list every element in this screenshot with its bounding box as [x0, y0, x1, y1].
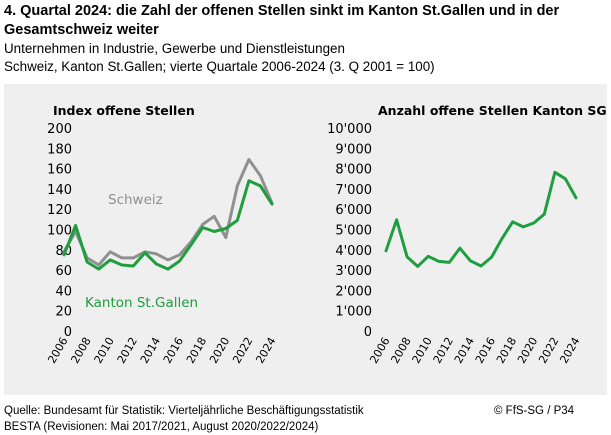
x-tick-label: 2014 [138, 335, 163, 366]
y-tick-label: 0 [64, 325, 72, 340]
chart-anzahl-offene-stellen: 0 1'000 2'000 3'000 4'000 5'000 6'000 7'000 8'00… [327, 122, 583, 366]
x-tick-label: 2022 [230, 335, 255, 366]
x-tick-label: 2018 [494, 335, 519, 366]
y-tick-label: 0 [364, 325, 372, 340]
y-tick-label: 4'000 [335, 244, 372, 259]
series-line-stgallen [62, 179, 274, 271]
y-tick-label: 200 [47, 122, 72, 137]
y-tick-label: 40 [55, 284, 72, 299]
y-tick-label: 8'000 [335, 163, 372, 178]
source-line-2: BESTA (Revisionen: Mai 2017/2021, August… [4, 421, 319, 433]
series-label-stgallen: Kanton St.Gallen [85, 295, 198, 311]
y-tick-label: 20 [55, 305, 72, 320]
page-title: 4. Quartal 2024: die Zahl der offenen St… [4, 3, 560, 38]
x-tick-label: 2020 [515, 335, 540, 366]
x-tick-label: 2014 [452, 335, 477, 366]
subtitle-line-1: Unternehmen in Industrie, Gewerbe und Di… [4, 41, 345, 56]
y-tick-label: 100 [47, 224, 72, 239]
y-tick-label: 5'000 [335, 224, 372, 239]
subtitle-line-2: Schweiz, Kanton St.Gallen; vierte Quarta… [4, 59, 435, 74]
x-tick-label: 2012 [115, 335, 140, 366]
y-tick-label: 3'000 [335, 264, 372, 279]
y-tick-label: 160 [47, 163, 72, 178]
x-tick-label: 2010 [92, 335, 117, 366]
y-tick-label: 1'000 [335, 305, 372, 320]
x-tick-label: 2008 [388, 335, 413, 366]
y-tick-label: 140 [47, 183, 72, 198]
copyright-credit: © FfS-SG / P34 [494, 405, 575, 417]
x-tick-label: 2022 [536, 335, 561, 366]
chart-index-offene-stellen: 0204060801001201401601802002006200820102… [45, 122, 278, 366]
x-tick-label: 2008 [68, 335, 93, 366]
x-tick-label: 2024 [557, 335, 582, 366]
x-tick-label: 2018 [184, 335, 209, 366]
y-tick-label: 7'000 [335, 183, 372, 198]
y-tick-label: 6'000 [335, 203, 372, 218]
chart-title-index: Index offene Stellen [53, 103, 195, 118]
chart-panel-background [4, 84, 607, 395]
y-tick-label: 120 [47, 203, 72, 218]
source-line-1: Quelle: Bundesamt für Statistik: Viertel… [4, 405, 364, 417]
chart-title-anzahl: Anzahl offene Stellen Kanton SG [378, 103, 607, 118]
x-tick-label: 2020 [207, 335, 232, 366]
y-tick-label: 180 [47, 142, 72, 157]
x-tick-label: 2006 [45, 335, 70, 366]
series-line-schweiz [62, 158, 274, 267]
y-tick-label: 60 [55, 264, 72, 279]
y-tick-label: 10'000 [327, 122, 372, 137]
series-line-stgallen [384, 170, 578, 268]
x-tick-label: 2012 [431, 335, 456, 366]
x-tick-label: 2024 [253, 335, 278, 366]
series-label-schweiz: Schweiz [108, 192, 163, 208]
y-tick-label: 9'000 [335, 142, 372, 157]
x-tick-label: 2016 [161, 335, 186, 366]
y-tick-label: 2'000 [335, 284, 372, 299]
x-tick-label: 2010 [410, 335, 435, 366]
x-tick-label: 2016 [473, 335, 498, 366]
